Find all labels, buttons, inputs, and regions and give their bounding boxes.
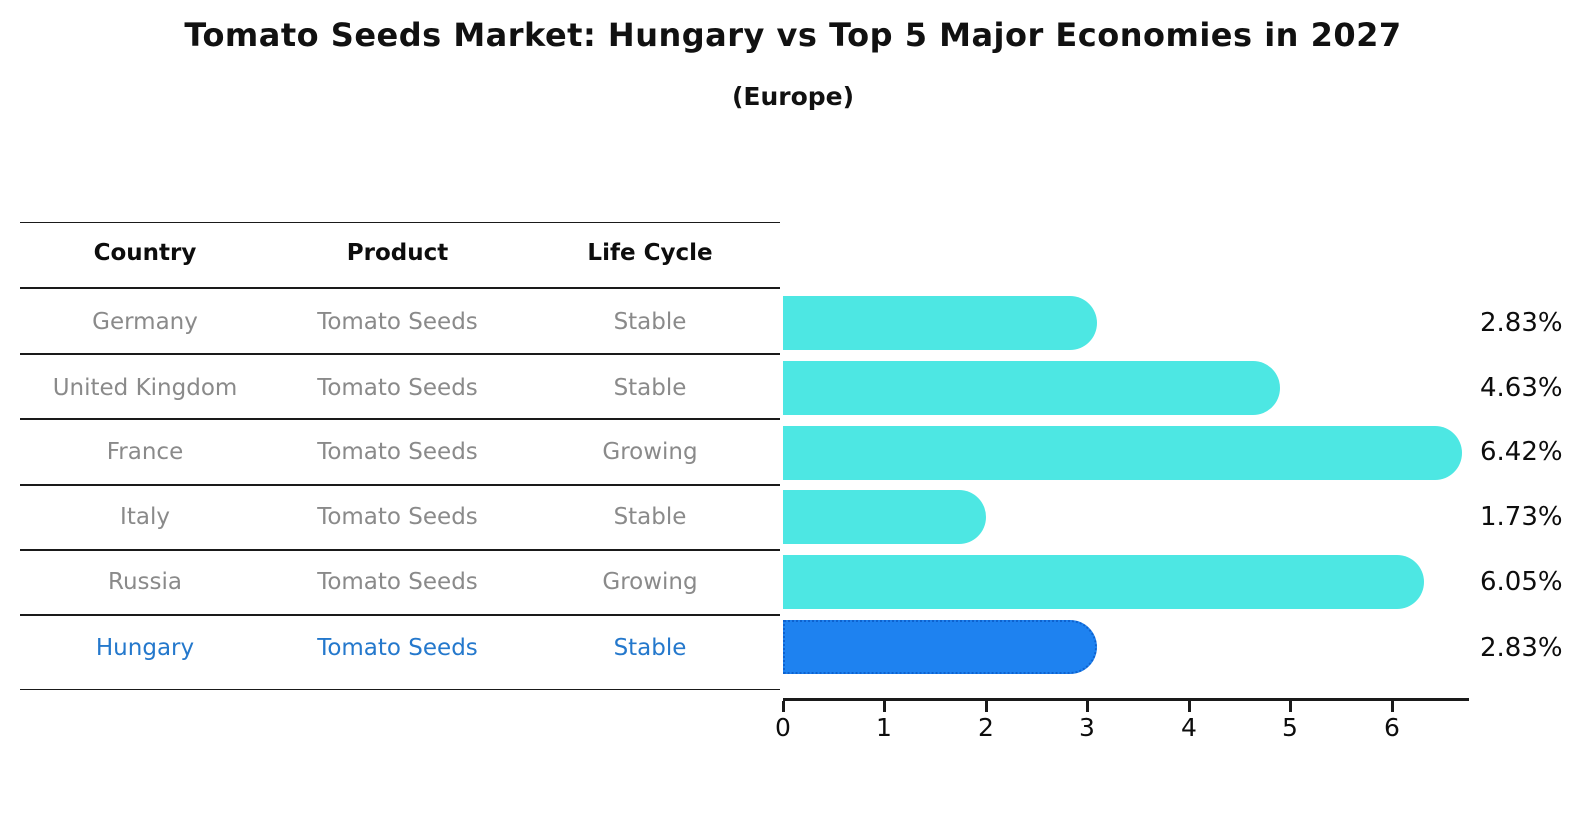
x-tick: [883, 701, 886, 712]
cell-life-cycle: Growing: [602, 569, 698, 595]
bar-france: [783, 426, 1462, 480]
x-tick: [985, 701, 988, 712]
col-header-country: Country: [93, 240, 197, 266]
x-tick: [782, 701, 785, 712]
x-tick: [1086, 701, 1089, 712]
table-rule-header: [20, 287, 780, 289]
value-label-germany: 2.83%: [1480, 308, 1563, 338]
value-label-russia: 6.05%: [1480, 567, 1563, 597]
table-rule-top: [20, 222, 780, 223]
value-label-italy: 1.73%: [1480, 502, 1563, 532]
bar-hungary-highlight: [783, 620, 1098, 674]
value-label-hungary: 2.83%: [1480, 633, 1563, 663]
col-header-life-cycle: Life Cycle: [587, 240, 713, 266]
cell-product: Tomato Seeds: [317, 309, 478, 335]
cell-life-cycle: Stable: [613, 635, 687, 661]
cell-country: Italy: [120, 504, 170, 530]
table-rule-bottom: [20, 689, 780, 690]
cell-product: Tomato Seeds: [317, 635, 478, 661]
x-tick: [1289, 701, 1292, 712]
x-tick: [1391, 701, 1394, 712]
x-tick-label: 4: [1181, 713, 1197, 742]
table-rule: [20, 614, 780, 616]
x-tick-label: 6: [1384, 713, 1400, 742]
cell-product: Tomato Seeds: [317, 439, 478, 465]
cell-country: France: [106, 439, 184, 465]
cell-product: Tomato Seeds: [317, 375, 478, 401]
cell-country: Russia: [108, 569, 182, 595]
cell-product: Tomato Seeds: [317, 504, 478, 530]
x-tick-label: 5: [1282, 713, 1298, 742]
page-subtitle: (Europe): [731, 82, 855, 111]
value-label-united-kingdom: 4.63%: [1480, 373, 1563, 403]
cell-country: Germany: [92, 309, 198, 335]
col-header-product: Product: [346, 240, 449, 266]
table-rule: [20, 418, 780, 420]
table-rule: [20, 484, 780, 486]
table-rule: [20, 549, 780, 551]
cell-country: Hungary: [95, 635, 195, 661]
x-tick-label: 0: [775, 713, 791, 742]
x-axis-line: [783, 698, 1469, 701]
x-tick-label: 3: [1079, 713, 1095, 742]
x-tick-label: 1: [876, 713, 892, 742]
value-label-france: 6.42%: [1480, 437, 1563, 467]
cell-product: Tomato Seeds: [317, 569, 478, 595]
cell-country: United Kingdom: [52, 375, 238, 401]
bar-russia: [783, 555, 1425, 609]
cell-life-cycle: Growing: [602, 439, 698, 465]
cell-life-cycle: Stable: [613, 309, 687, 335]
x-tick-label: 2: [978, 713, 994, 742]
bar-united-kingdom: [783, 361, 1280, 415]
cell-life-cycle: Stable: [613, 504, 687, 530]
bar-italy: [783, 490, 986, 544]
page-title: Tomato Seeds Market: Hungary vs Top 5 Ma…: [184, 16, 1402, 54]
bar-germany: [783, 296, 1098, 350]
x-tick: [1188, 701, 1191, 712]
table-rule: [20, 353, 780, 355]
cell-life-cycle: Stable: [613, 375, 687, 401]
